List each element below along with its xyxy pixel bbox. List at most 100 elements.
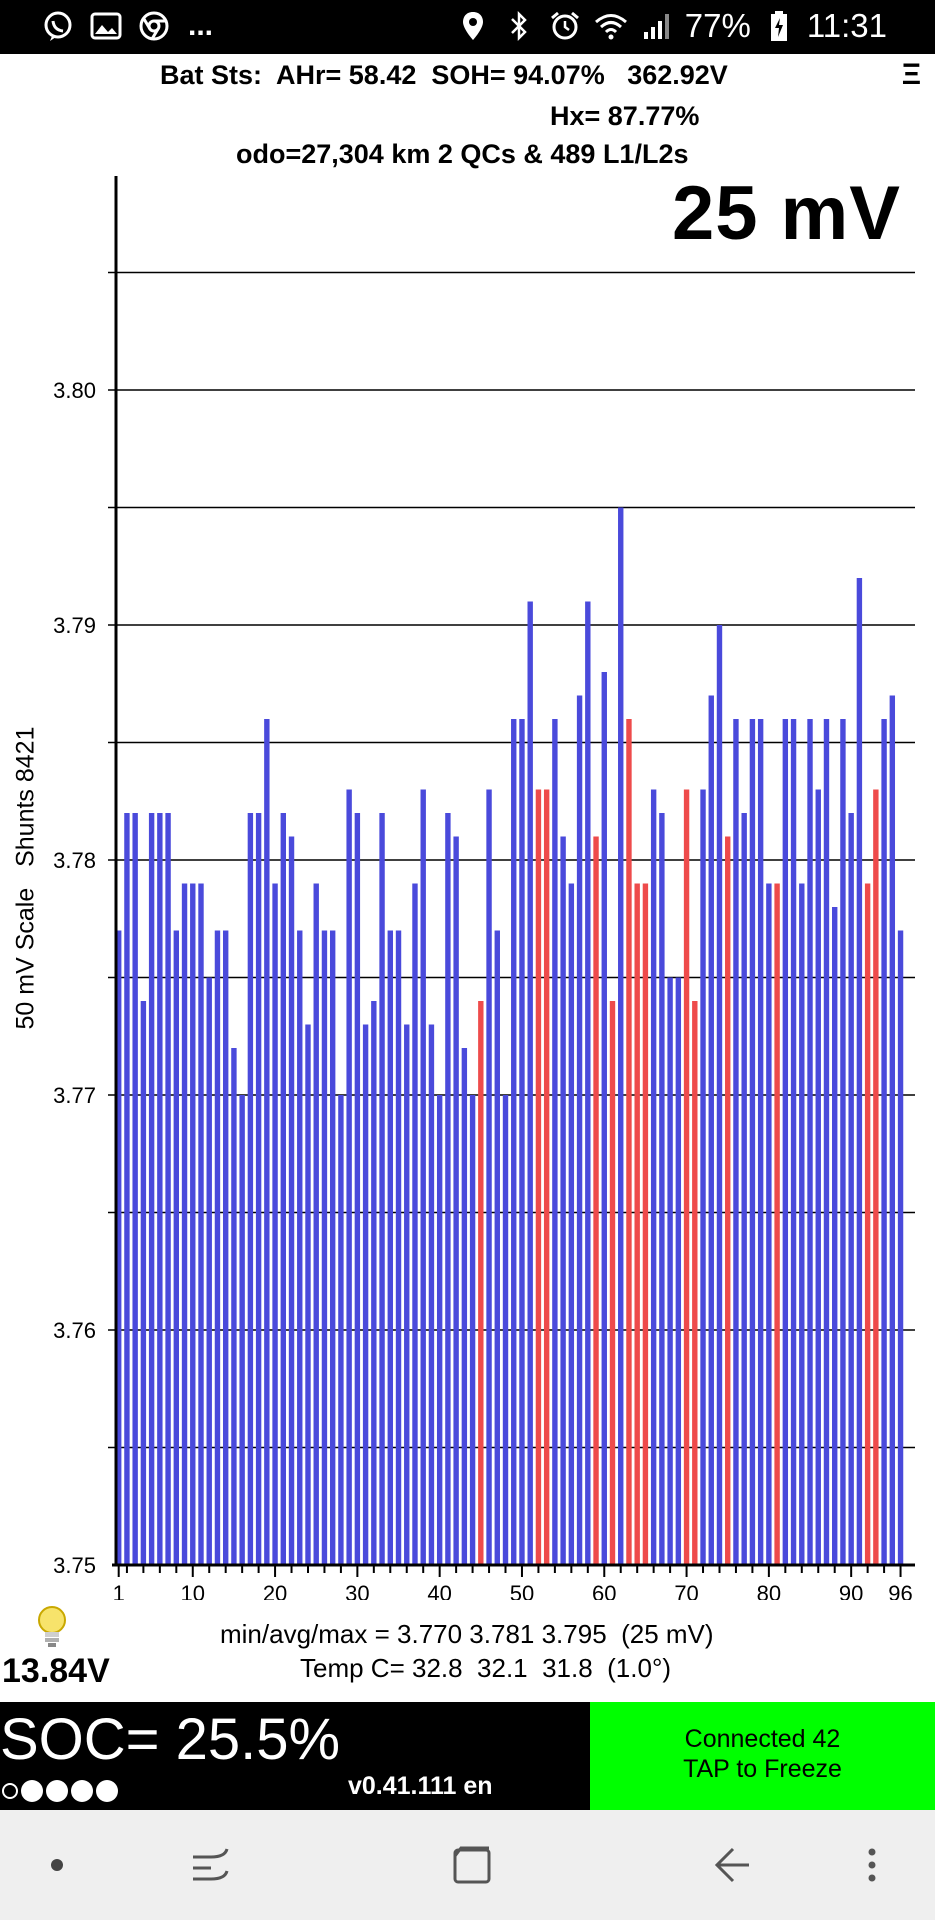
scale-label[interactable]: 25 mV <box>672 171 901 256</box>
bar-cell-95 <box>889 695 896 1565</box>
bar-cell-38 <box>420 789 426 1565</box>
bar-cell-63 <box>626 719 632 1565</box>
notification-overflow: ... <box>188 9 214 42</box>
x-tick-label: 80 <box>757 1581 781 1600</box>
soc-value: SOC= 25.5% <box>0 1707 341 1772</box>
x-tick-label: 96 <box>888 1581 912 1600</box>
bar-cell-6 <box>157 813 163 1565</box>
connect-freeze-button[interactable]: Connected 42 TAP to Freeze <box>590 1702 935 1810</box>
bar-cell-78 <box>749 719 756 1565</box>
dot-icon[interactable] <box>22 1832 92 1898</box>
bar-cell-75 <box>725 836 731 1565</box>
bar-cell-44 <box>469 1095 476 1565</box>
battery-percent: 77% <box>684 7 751 44</box>
aux-battery-voltage: 13.84V <box>2 1652 110 1690</box>
bar-cell-7 <box>165 813 171 1565</box>
bar-cell-27 <box>329 930 336 1565</box>
status-right: 77% 11:31 <box>455 6 887 46</box>
bar-cell-40 <box>436 1095 443 1565</box>
bar-cell-60 <box>601 672 607 1565</box>
bar-cell-94 <box>881 719 887 1565</box>
bar-cell-42 <box>453 836 459 1565</box>
y-tick-label: 3.80 <box>53 378 96 403</box>
bar-cell-19 <box>264 719 270 1565</box>
bar-cell-65 <box>642 883 649 1565</box>
dot-filled <box>46 1780 68 1802</box>
x-tick-label: 40 <box>427 1581 451 1600</box>
y-tick-label: 3.75 <box>53 1553 96 1578</box>
bar-cell-5 <box>148 813 155 1565</box>
bar-cell-22 <box>288 836 295 1565</box>
location-icon <box>455 8 491 44</box>
x-tick-label: 60 <box>592 1581 616 1600</box>
bar-cell-2 <box>124 813 130 1565</box>
bar-cell-36 <box>404 1024 410 1565</box>
bar-cell-93 <box>873 789 879 1565</box>
bar-cell-10 <box>190 883 196 1565</box>
status-left: ... <box>40 8 213 44</box>
home-icon[interactable] <box>437 1832 507 1898</box>
connected-label: Connected 42 <box>684 1725 841 1753</box>
bar-cell-69 <box>675 977 682 1565</box>
dot-filled <box>96 1780 118 1802</box>
bar-cell-56 <box>568 883 575 1565</box>
x-tick-label: 90 <box>839 1581 863 1600</box>
bar-cell-48 <box>502 1095 509 1565</box>
bar-cell-89 <box>840 719 846 1565</box>
x-tick-label: 10 <box>181 1581 205 1600</box>
bar-cell-55 <box>560 836 566 1565</box>
bar-cell-59 <box>593 836 599 1565</box>
hx-line: Hx= 87.77% <box>550 101 700 131</box>
bar-cell-66 <box>650 789 657 1565</box>
clock: 11:31 <box>806 7 887 44</box>
bar-cell-62 <box>618 507 624 1565</box>
bar-cell-34 <box>387 930 393 1565</box>
bar-cell-41 <box>445 813 451 1565</box>
bar-cell-14 <box>222 930 229 1565</box>
bar-cell-12 <box>206 977 212 1565</box>
bar-cell-17 <box>247 813 254 1565</box>
bar-cell-35 <box>395 930 402 1565</box>
temperature-line: Temp C= 32.8 32.1 31.8 (1.0°) <box>300 1653 671 1683</box>
bar-cell-61 <box>609 1001 616 1565</box>
y-axis-title: 50 mV Scale Shunts 8421 <box>11 726 40 1030</box>
bar-cell-20 <box>272 883 278 1565</box>
bar-cell-76 <box>733 719 739 1565</box>
back-icon[interactable] <box>697 1832 767 1898</box>
bar-cell-70 <box>683 789 690 1565</box>
y-tick-label: 3.78 <box>53 848 96 873</box>
recents-icon[interactable] <box>175 1832 245 1898</box>
cell-voltage-chart[interactable]: 3.75 3.76 3.77 3.78 3.79 3.80 1 10 20 30 40 50 60 70 8… <box>0 170 935 1600</box>
bar-cell-37 <box>412 883 418 1565</box>
bar-cell-54 <box>552 719 558 1565</box>
bar-cell-90 <box>848 813 854 1565</box>
bar-cell-9 <box>181 883 188 1565</box>
bar-cell-74 <box>716 625 723 1565</box>
bar-cell-57 <box>576 695 583 1565</box>
signal-icon <box>639 8 675 44</box>
bar-cell-26 <box>321 930 328 1565</box>
bar-cell-4 <box>140 1001 147 1565</box>
bar-cell-58 <box>585 601 591 1565</box>
x-tick-label: 20 <box>263 1581 287 1600</box>
soc-panel[interactable]: SOC= 25.5% v0.41.111 en <box>0 1702 590 1810</box>
bar-cell-77 <box>741 813 747 1565</box>
bar-cell-45 <box>478 1001 484 1565</box>
more-icon[interactable] <box>837 1832 907 1898</box>
y-tick-label: 3.77 <box>53 1083 96 1108</box>
bar-cell-81 <box>774 883 780 1565</box>
bar-cell-30 <box>354 813 361 1565</box>
dot-filled <box>21 1780 43 1802</box>
bar-cell-1 <box>116 930 122 1565</box>
y-tick-label: 3.79 <box>53 613 96 638</box>
bar-cell-52 <box>535 789 542 1565</box>
bar-cell-85 <box>807 719 813 1565</box>
bluetooth-icon <box>501 8 537 44</box>
bar-cell-84 <box>799 883 805 1565</box>
navigation-bar <box>0 1810 935 1920</box>
menu-icon[interactable]: Ξ <box>901 58 921 91</box>
battery-charging-icon <box>761 8 797 44</box>
bar-cell-29 <box>346 789 352 1565</box>
odometer-line: odo=27,304 km 2 QCs & 489 L1/L2s <box>236 139 689 169</box>
bar-cell-49 <box>511 719 517 1565</box>
